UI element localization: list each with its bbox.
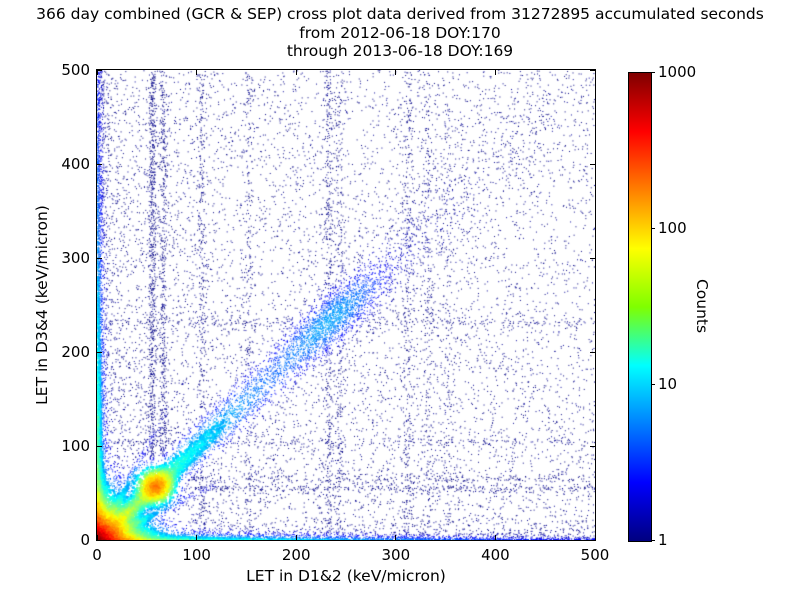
y-tick-mark — [97, 539, 102, 541]
x-tick-mark-top — [196, 70, 198, 75]
y-tick-label: 400 — [61, 155, 90, 173]
plot-title-line1: 366 day combined (GCR & SEP) cross plot … — [36, 5, 764, 23]
colorbar-tick-mark — [651, 227, 655, 229]
y-tick-label: 300 — [61, 249, 90, 267]
colorbar-tick-label: 100 — [658, 219, 687, 237]
x-tick-label: 500 — [580, 546, 610, 564]
x-tick-mark-top — [594, 70, 596, 75]
colorbar-tick-label: 1000 — [658, 63, 697, 81]
x-tick-mark — [295, 535, 297, 540]
x-tick-mark — [196, 535, 198, 540]
x-tick-label: 200 — [281, 546, 311, 564]
x-tick-label: 100 — [182, 546, 211, 564]
y-tick-mark — [97, 69, 102, 71]
x-tick-label: 0 — [92, 546, 102, 564]
colorbar-tick-mark — [651, 539, 655, 541]
colorbar-tick-mark — [651, 383, 655, 385]
y-tick-mark-right — [590, 351, 595, 353]
y-tick-mark — [97, 257, 102, 259]
y-axis-label: LET in D3&4 (keV/micron) — [33, 205, 51, 405]
y-tick-mark-right — [590, 69, 595, 71]
x-tick-mark — [594, 535, 596, 540]
plot-title-line3: through 2013-06-18 DOY:169 — [286, 42, 514, 60]
y-tick-mark-right — [590, 257, 595, 259]
colorbar — [628, 72, 652, 542]
plot-area — [96, 69, 596, 541]
y-tick-label: 500 — [61, 61, 90, 79]
x-tick-mark — [494, 535, 496, 540]
colorbar-label: Counts — [693, 278, 711, 334]
plot-title-line2: from 2012-06-18 DOY:170 — [299, 24, 501, 42]
y-tick-mark-right — [590, 539, 595, 541]
x-tick-label: 400 — [481, 546, 510, 564]
y-tick-label: 100 — [61, 437, 90, 455]
y-tick-mark-right — [590, 445, 595, 447]
y-tick-label: 0 — [80, 531, 90, 549]
y-tick-mark-right — [590, 163, 595, 165]
x-tick-mark — [96, 535, 98, 540]
y-tick-mark — [97, 445, 102, 447]
scatter-canvas — [97, 70, 595, 540]
x-axis-label: LET in D1&2 (keV/micron) — [246, 567, 446, 585]
x-tick-mark — [395, 535, 397, 540]
x-tick-mark-top — [96, 70, 98, 75]
colorbar-tick-label: 10 — [658, 375, 678, 393]
y-tick-mark — [97, 351, 102, 353]
y-tick-mark — [97, 163, 102, 165]
x-tick-mark-top — [494, 70, 496, 75]
x-tick-mark-top — [295, 70, 297, 75]
x-tick-mark-top — [395, 70, 397, 75]
colorbar-tick-mark — [651, 71, 655, 73]
colorbar-tick-label: 1 — [658, 531, 668, 549]
y-tick-label: 200 — [61, 343, 90, 361]
x-tick-label: 300 — [381, 546, 411, 564]
